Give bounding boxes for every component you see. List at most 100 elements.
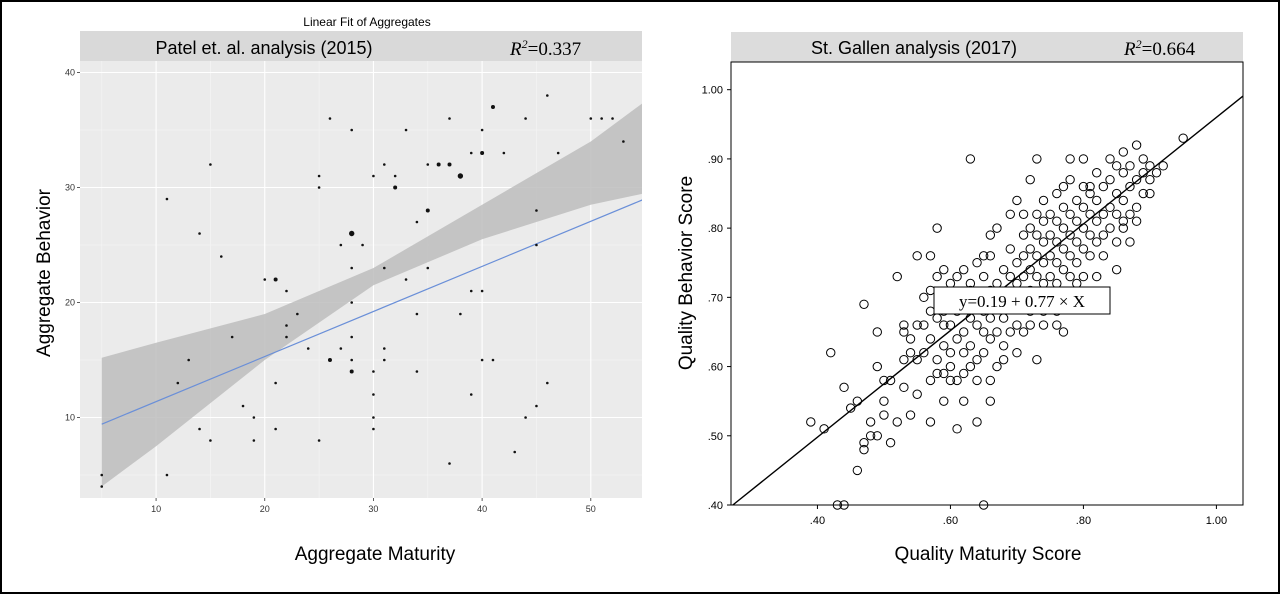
right-data-point [1038,195,1049,206]
right-data-point [1005,244,1015,254]
right-data-point [1018,327,1029,337]
right-data-point [899,382,909,393]
left-data-point [524,416,527,419]
left-data-point [404,128,408,132]
right-data-point [872,361,882,372]
right-data-point [865,417,876,427]
left-data-point [502,151,506,155]
left-data-point [469,289,473,293]
left-y-tick-label: 20 [65,298,75,308]
left-data-point [350,301,353,304]
left-data-point [361,243,364,247]
right-strip-subtitle: St. Gallen analysis (2017) [811,38,1017,58]
right-data-point [1072,237,1082,247]
right-data-point [1072,216,1082,226]
right-data-point [965,154,976,164]
right-data-point [945,361,956,372]
right-data-point [1058,327,1069,337]
right-data-point [1065,271,1075,282]
right-data-point [1052,258,1062,268]
right-data-point [1038,216,1049,226]
right-data-point [1118,168,1129,178]
left-data-point [327,358,332,362]
right-data-point [1005,271,1015,282]
right-x-tick-label: .60 [943,515,958,527]
left-data-point [535,404,538,408]
left-data-point [513,450,517,454]
right-data-point [839,500,849,510]
right-data-point [1092,195,1102,206]
left-data-point [383,347,386,350]
left-data-point [524,117,527,120]
left-data-point [100,485,104,488]
left-data-point [350,358,353,362]
right-data-point [1111,161,1122,171]
left-y-ticks: 10 20 30 40 [65,68,80,423]
right-data-point [978,251,989,261]
left-data-point [350,266,353,270]
left-r2-sup: 2 [522,37,528,51]
right-data-point [1045,230,1055,240]
right-data-point [1038,258,1049,268]
right-data-point [865,431,876,441]
right-data-point [826,348,836,358]
equation-box [933,286,1111,315]
right-data-point [1118,216,1129,226]
left-data-point [350,335,353,339]
left-data-point [491,358,495,362]
left-x-axis-label: Aggregate Maturity [295,544,456,565]
right-data-point [919,292,929,303]
right-data-point [985,230,996,240]
left-data-point [415,220,419,224]
left-data-point [556,151,560,155]
right-data-point [1138,154,1148,164]
right-data-point [945,375,956,386]
right-data-point [959,396,969,406]
left-data-point [447,162,452,167]
right-data-point [959,264,969,275]
right-data-point [1092,168,1102,178]
right-data-point [1092,237,1102,247]
left-x-tick-label: 20 [260,504,270,514]
right-data-point [879,410,889,420]
right-data-point [859,444,869,455]
right-data-point [1092,271,1102,282]
right-data-point [959,348,969,358]
left-data-point [317,439,321,442]
right-data-point [919,348,929,358]
right-data-point [1032,209,1042,219]
right-data-point [1065,209,1075,219]
left-data-point [611,117,614,120]
right-y-tick-label: .70 [708,292,723,304]
right-data-point [1012,320,1022,330]
left-data-point [263,278,267,281]
right-data-point [879,396,889,406]
right-data-point [925,251,936,261]
right-data-point [899,320,909,330]
left-data-point [100,473,104,477]
right-data-point [978,271,989,282]
right-data-point [985,334,996,344]
right-data-point [1078,202,1089,213]
left-data-point [350,128,353,132]
right-data-point [1045,271,1055,282]
right-data-point [1005,209,1015,219]
right-data-point [998,341,1009,351]
left-data-point [198,427,201,431]
left-data-point [176,381,180,385]
left-data-point [339,347,343,350]
right-data-point [859,438,869,448]
left-data-point [252,416,256,419]
right-data-point [939,320,949,330]
left-data-point [535,209,538,212]
left-data-point [404,278,408,281]
left-y-tick-label: 10 [65,413,75,423]
right-data-point [1098,181,1109,192]
right-data-point [1085,230,1095,240]
right-data-point [905,410,916,420]
left-data-point [372,174,375,178]
right-data-point [992,327,1002,337]
right-data-point [978,327,989,337]
left-data-point [306,347,310,350]
